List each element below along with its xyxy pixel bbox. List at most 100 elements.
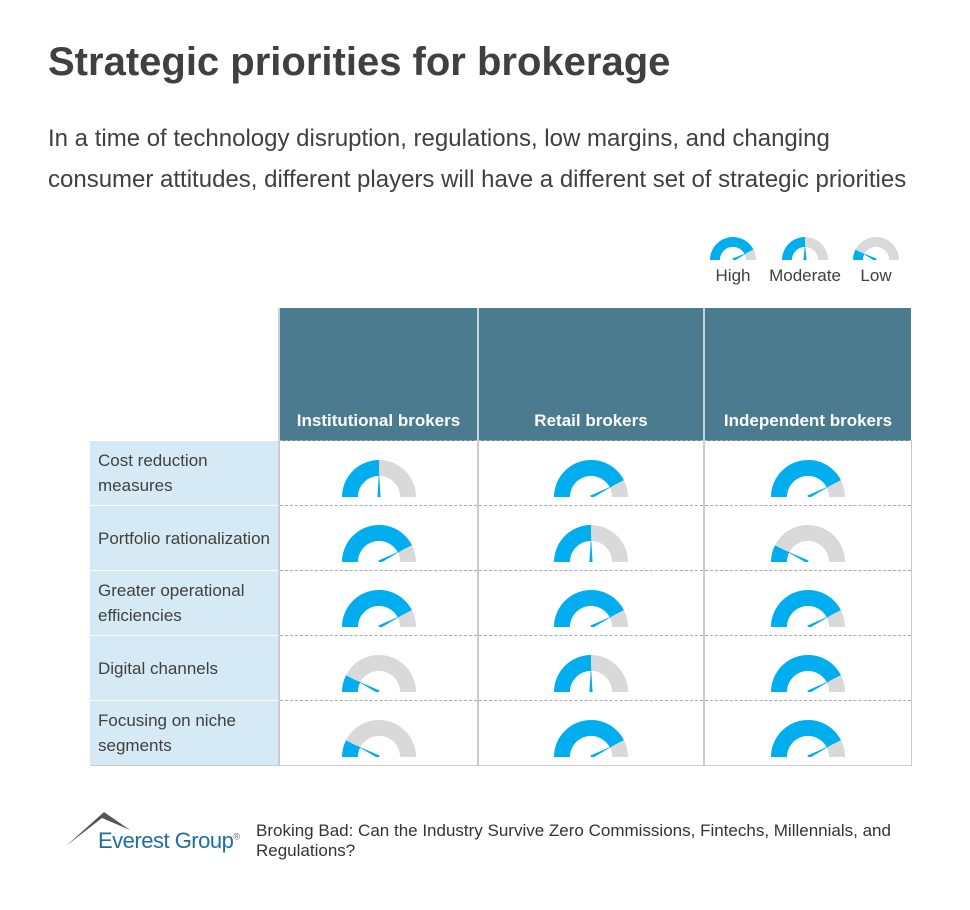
gauge-needle [861, 252, 877, 260]
gauge-fill [341, 675, 360, 692]
source-text: Broking Bad: Can the Industry Survive Ze… [256, 821, 891, 860]
gauge-empty [591, 655, 628, 692]
gauge-high-icon [710, 237, 756, 260]
gauge-high-icon [554, 590, 628, 627]
corner-cell [90, 308, 279, 441]
table-row: Focusing on niche segments [90, 700, 912, 766]
gauge-high-icon [770, 460, 845, 497]
row-label: Digital channels [90, 635, 279, 701]
gauge-fill [782, 237, 805, 260]
gauge-high-icon [554, 460, 628, 497]
gauge-empty [826, 610, 845, 627]
gauge-high-icon [341, 590, 416, 627]
gauge-needle [807, 485, 831, 497]
gauge-moderate-icon [341, 460, 416, 497]
gauge-empty [744, 249, 756, 260]
gauge-cell [703, 440, 912, 506]
gauge-needle [807, 745, 831, 757]
table-row: Portfolio rationalization [90, 505, 912, 571]
gauge-cell [278, 700, 478, 766]
gauge-empty [855, 237, 899, 260]
gauge-empty [826, 480, 845, 497]
gauge-needle [732, 252, 748, 260]
gauge-cell [278, 440, 478, 506]
legend-high: High [693, 234, 773, 286]
legend-moderate: Moderate [765, 234, 845, 286]
gauge-empty [805, 237, 828, 260]
gauge-empty [397, 610, 416, 627]
gauge-fill [770, 545, 789, 562]
footer: Everest Group® Broking Bad: Can the Indu… [66, 806, 946, 876]
gauge-cell [477, 570, 704, 636]
gauge-cell [477, 505, 704, 571]
column-header: Institutional brokers [278, 308, 478, 441]
gauge-moderate-icon [554, 655, 628, 692]
gauge-needle [590, 615, 615, 627]
gauge-empty [826, 740, 845, 757]
gauge-cell [278, 505, 478, 571]
row-label: Greater operational efficiencies [90, 570, 279, 636]
gauge-low-icon [341, 720, 416, 757]
gauge-empty [345, 720, 416, 757]
table-row: Digital channels [90, 635, 912, 701]
row-label: Cost reduction measures [90, 440, 279, 506]
gauge-needle [377, 550, 402, 562]
gauge-fill [770, 460, 841, 497]
gauge-empty [397, 545, 416, 562]
table-row: Greater operational efficiencies [90, 570, 912, 636]
legend-label: High [715, 266, 751, 285]
gauge-fill [770, 655, 841, 692]
column-header: Independent brokers [703, 308, 911, 441]
gauge-needle [377, 615, 402, 627]
gauge-needle [807, 680, 831, 692]
gauge-needle [807, 615, 831, 627]
gauge-moderate-icon [782, 237, 828, 260]
legend-label: Moderate [769, 266, 841, 285]
gauge-low-icon [341, 655, 416, 692]
gauge-fill [341, 460, 379, 497]
gauge-high-icon [770, 590, 845, 627]
priority-matrix: Institutional brokers Retail brokers Ind… [90, 308, 912, 766]
gauge-needle [784, 550, 809, 562]
gauge-fill [554, 590, 624, 627]
gauge-fill [770, 720, 841, 757]
gauge-needle [590, 745, 615, 757]
legend-low: Low [836, 234, 916, 286]
gauge-cell [703, 570, 912, 636]
column-header: Retail brokers [477, 308, 704, 441]
gauge-fill [554, 720, 624, 757]
gauge-low-icon [853, 237, 899, 260]
gauge-cell [703, 505, 912, 571]
gauge-cell [477, 635, 704, 701]
gauge-cell [477, 700, 704, 766]
legend: High Moderate Low [700, 234, 910, 294]
gauge-needle [376, 471, 381, 497]
gauge-fill [554, 460, 624, 497]
brand-logo: Everest Group® [98, 828, 240, 853]
gauge-cell [477, 440, 704, 506]
gauge-needle [355, 745, 380, 757]
gauge-empty [826, 675, 845, 692]
row-label: Focusing on niche segments [90, 700, 279, 766]
gauge-empty [591, 525, 628, 562]
page-title: Strategic priorities for brokerage [48, 40, 671, 84]
gauge-high-icon [770, 655, 845, 692]
gauge-empty [609, 480, 628, 497]
gauge-fill [770, 590, 841, 627]
gauge-empty [345, 655, 416, 692]
subtitle: In a time of technology disruption, regu… [48, 125, 907, 193]
gauge-needle [590, 485, 615, 497]
table-row: Cost reduction measures [90, 440, 912, 506]
gauge-cell [703, 700, 912, 766]
gauge-needle [589, 666, 593, 692]
gauge-empty [609, 610, 628, 627]
everest-mountain-logo [66, 812, 130, 846]
gauge-high-icon [554, 720, 628, 757]
gauge-fill [341, 590, 412, 627]
gauge-fill [341, 525, 412, 562]
gauge-low-icon [770, 525, 845, 562]
gauge-cell [278, 635, 478, 701]
gauge-fill [554, 655, 591, 692]
gauge-empty [774, 525, 845, 562]
